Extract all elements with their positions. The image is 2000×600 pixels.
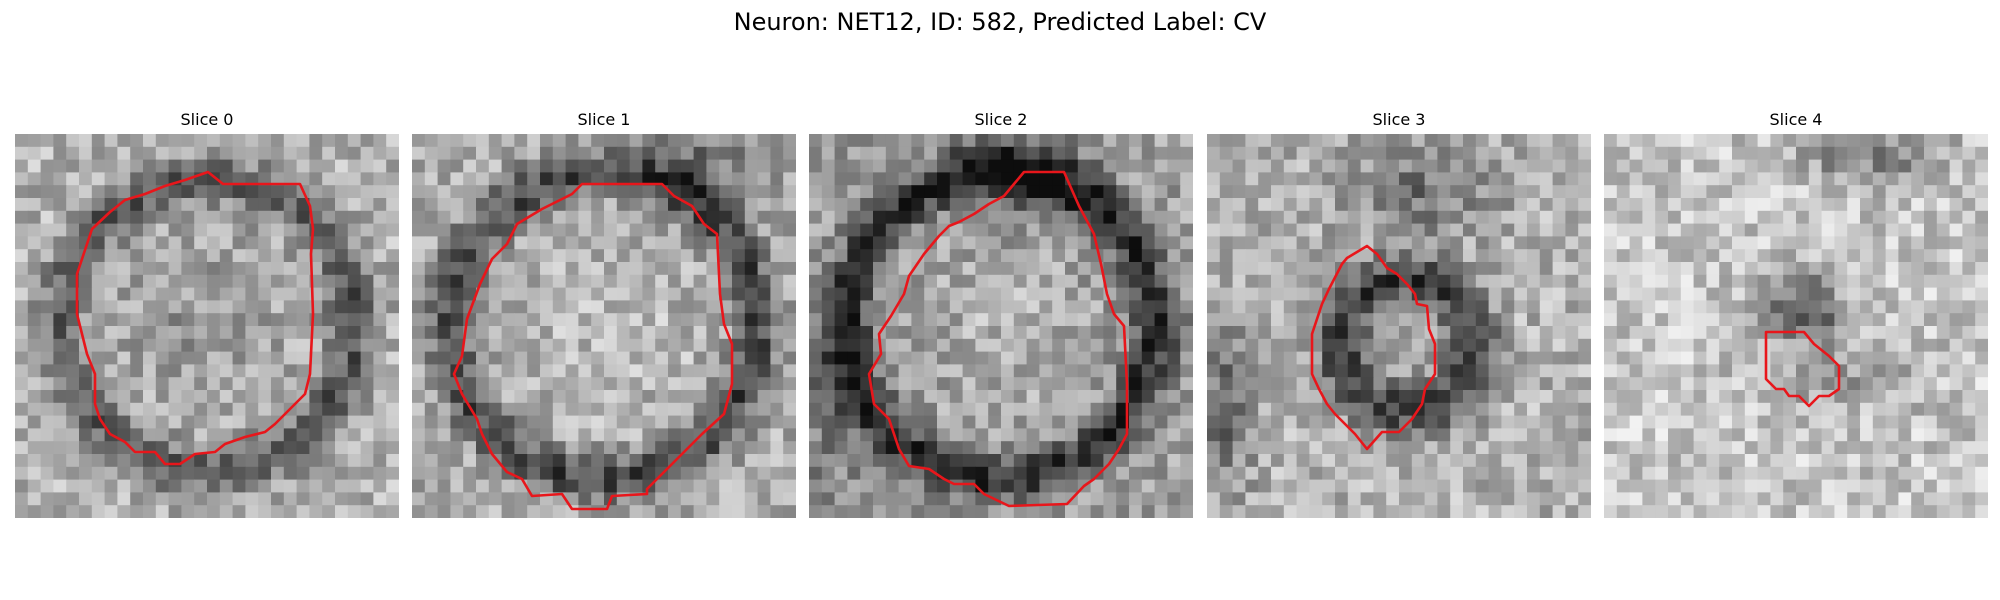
slice-1-contour — [452, 182, 734, 511]
slice-4-image — [1604, 134, 1988, 518]
slice-0-image — [15, 134, 399, 518]
slice-3-contour — [1310, 244, 1437, 451]
slice-4-title: Slice 4 — [1769, 110, 1823, 129]
slice-3-image — [1207, 134, 1591, 518]
slice-2-title: Slice 2 — [974, 110, 1028, 129]
slice-3-title: Slice 3 — [1372, 110, 1426, 129]
slice-panel-1: Slice 1 — [412, 110, 796, 520]
slice-4-contour — [1764, 330, 1841, 408]
slice-1-image — [412, 134, 796, 518]
slice-panel-0: Slice 0 — [15, 110, 399, 520]
slice-2-contour — [867, 170, 1129, 508]
slice-2-image — [809, 134, 1193, 518]
slice-0-title: Slice 0 — [180, 110, 234, 129]
slice-0-contour — [75, 170, 315, 466]
slice-panel-4: Slice 4 — [1604, 110, 1988, 520]
slice-panel-3: Slice 3 — [1207, 110, 1591, 520]
slice-panel-2: Slice 2 — [809, 110, 1193, 520]
figure-title: Neuron: NET12, ID: 582, Predicted Label:… — [733, 8, 1267, 36]
slice-1-title: Slice 1 — [577, 110, 631, 129]
